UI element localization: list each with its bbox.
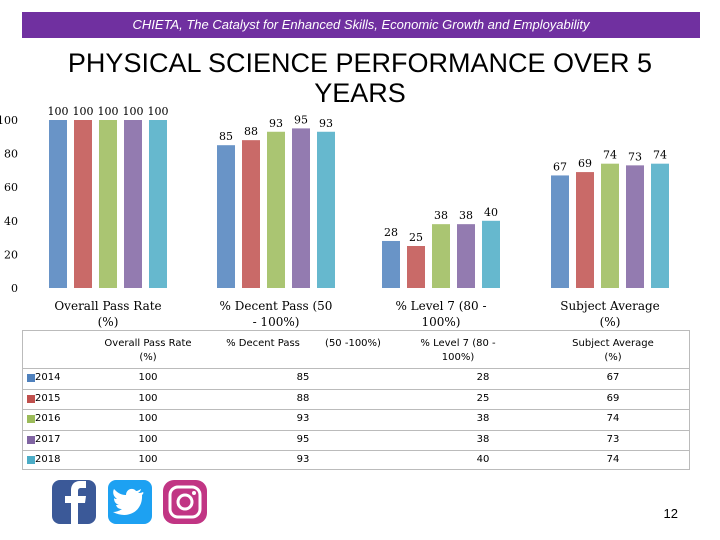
data-label: 100 (98, 105, 119, 118)
data-label: 85 (219, 130, 233, 143)
bar (626, 165, 644, 288)
legend-label: 2018 (35, 454, 61, 466)
legend-label: 2016 (35, 413, 61, 425)
data-label: 69 (578, 157, 592, 170)
row-divider (23, 409, 689, 411)
table-value: 100 (138, 392, 158, 404)
table-value: 95 (296, 433, 310, 445)
y-tick-label: 40 (4, 215, 18, 228)
row-divider (23, 388, 689, 390)
data-label: 95 (294, 113, 308, 126)
bar (601, 163, 619, 288)
table-value: 25 (476, 392, 490, 404)
bar (242, 140, 260, 288)
y-tick-label: 80 (4, 148, 18, 161)
y-tick-label: 0 (11, 282, 18, 295)
column-header: Subject Average (%) (572, 338, 654, 363)
table-value: 93 (296, 454, 310, 466)
bar (551, 175, 569, 288)
data-label: 73 (628, 150, 642, 163)
table-value: 28 (476, 372, 490, 383)
x-tick-label: Overall Pass Rate (%) (54, 299, 162, 329)
bar (217, 145, 235, 288)
header-banner: CHIETA, The Catalyst for Enhanced Skills… (22, 12, 700, 38)
legend-swatch (27, 435, 35, 444)
bar (267, 131, 285, 288)
table-value: 74 (606, 454, 620, 466)
bar (149, 120, 167, 288)
table-value: 40 (476, 454, 490, 466)
column-header: % Level 7 (80 - 100%) (420, 338, 496, 363)
table-value: 100 (138, 413, 158, 425)
data-label: 38 (459, 209, 473, 222)
x-tick-label: % Decent Pass (50 - 100%) (219, 299, 333, 329)
legend-swatch (27, 415, 35, 424)
y-tick-label: 100 (0, 114, 18, 127)
data-label: 74 (653, 149, 667, 162)
table-value: 38 (476, 433, 490, 445)
bar (576, 172, 594, 288)
bar (99, 120, 117, 288)
chart: 0 20 40 60 80 100 100 85 28 67 100 88 25 69 100 93 38 74 1… (0, 105, 669, 295)
data-label: 93 (319, 117, 333, 130)
column-header: Overall Pass Rate (%) (104, 338, 192, 363)
legend-swatch (27, 394, 35, 403)
table-value: 93 (296, 413, 310, 425)
bar (292, 128, 310, 288)
twitter-icon (108, 480, 152, 524)
table-value: 100 (138, 433, 158, 445)
table-value: 100 (138, 454, 158, 466)
row-divider (23, 450, 689, 452)
data-label: 25 (409, 231, 423, 244)
chart-title: PHYSICAL SCIENCE PERFORMANCE OVER 5 YEAR… (67, 48, 653, 108)
table-value: 69 (606, 392, 620, 404)
bar (317, 131, 335, 288)
data-label: 38 (434, 209, 448, 222)
data-label: 67 (553, 160, 567, 173)
column-header: (50 -100%) (325, 338, 381, 349)
table-value: 88 (296, 392, 310, 404)
data-label: 74 (603, 149, 617, 162)
legend-swatch (27, 456, 35, 465)
instagram-icon (163, 480, 207, 524)
bar (482, 220, 500, 288)
data-label: 100 (48, 105, 69, 118)
legend-label: 2017 (35, 433, 61, 445)
data-label: 88 (244, 125, 258, 138)
row-divider (23, 429, 689, 431)
data-label: 28 (384, 226, 398, 239)
table-value: 85 (296, 372, 310, 383)
data-table: Overall Pass Rate (%) % Decent Pass (50 -1… (22, 330, 690, 470)
bar (124, 120, 142, 288)
bar (74, 120, 92, 288)
legend-label: 2014 (35, 372, 61, 383)
x-tick-label: % Level 7 (80 - 100%) (395, 299, 487, 329)
y-tick-label: 60 (4, 181, 18, 194)
table-value: 38 (476, 413, 490, 425)
y-tick-label: 20 (4, 248, 18, 261)
data-label: 100 (148, 105, 169, 118)
bar (49, 120, 67, 288)
facebook-icon (52, 480, 96, 524)
bar (407, 246, 425, 288)
data-label: 100 (73, 105, 94, 118)
data-label: 100 (123, 105, 144, 118)
legend-swatch (27, 374, 35, 382)
bar (457, 224, 475, 288)
table-value: 73 (606, 433, 620, 445)
table-value: 100 (138, 372, 158, 383)
bar (432, 224, 450, 288)
table-value: 74 (606, 413, 620, 425)
x-tick-label: Subject Average (%) (560, 299, 660, 329)
page-number: 12 (663, 506, 678, 521)
row-divider (23, 368, 689, 369)
data-label: 93 (269, 117, 283, 130)
data-label: 40 (484, 206, 498, 219)
bar (651, 163, 669, 288)
bar (382, 240, 400, 288)
column-header: % Decent Pass (226, 338, 300, 349)
legend-label: 2015 (35, 392, 61, 404)
table-value: 67 (606, 372, 620, 383)
